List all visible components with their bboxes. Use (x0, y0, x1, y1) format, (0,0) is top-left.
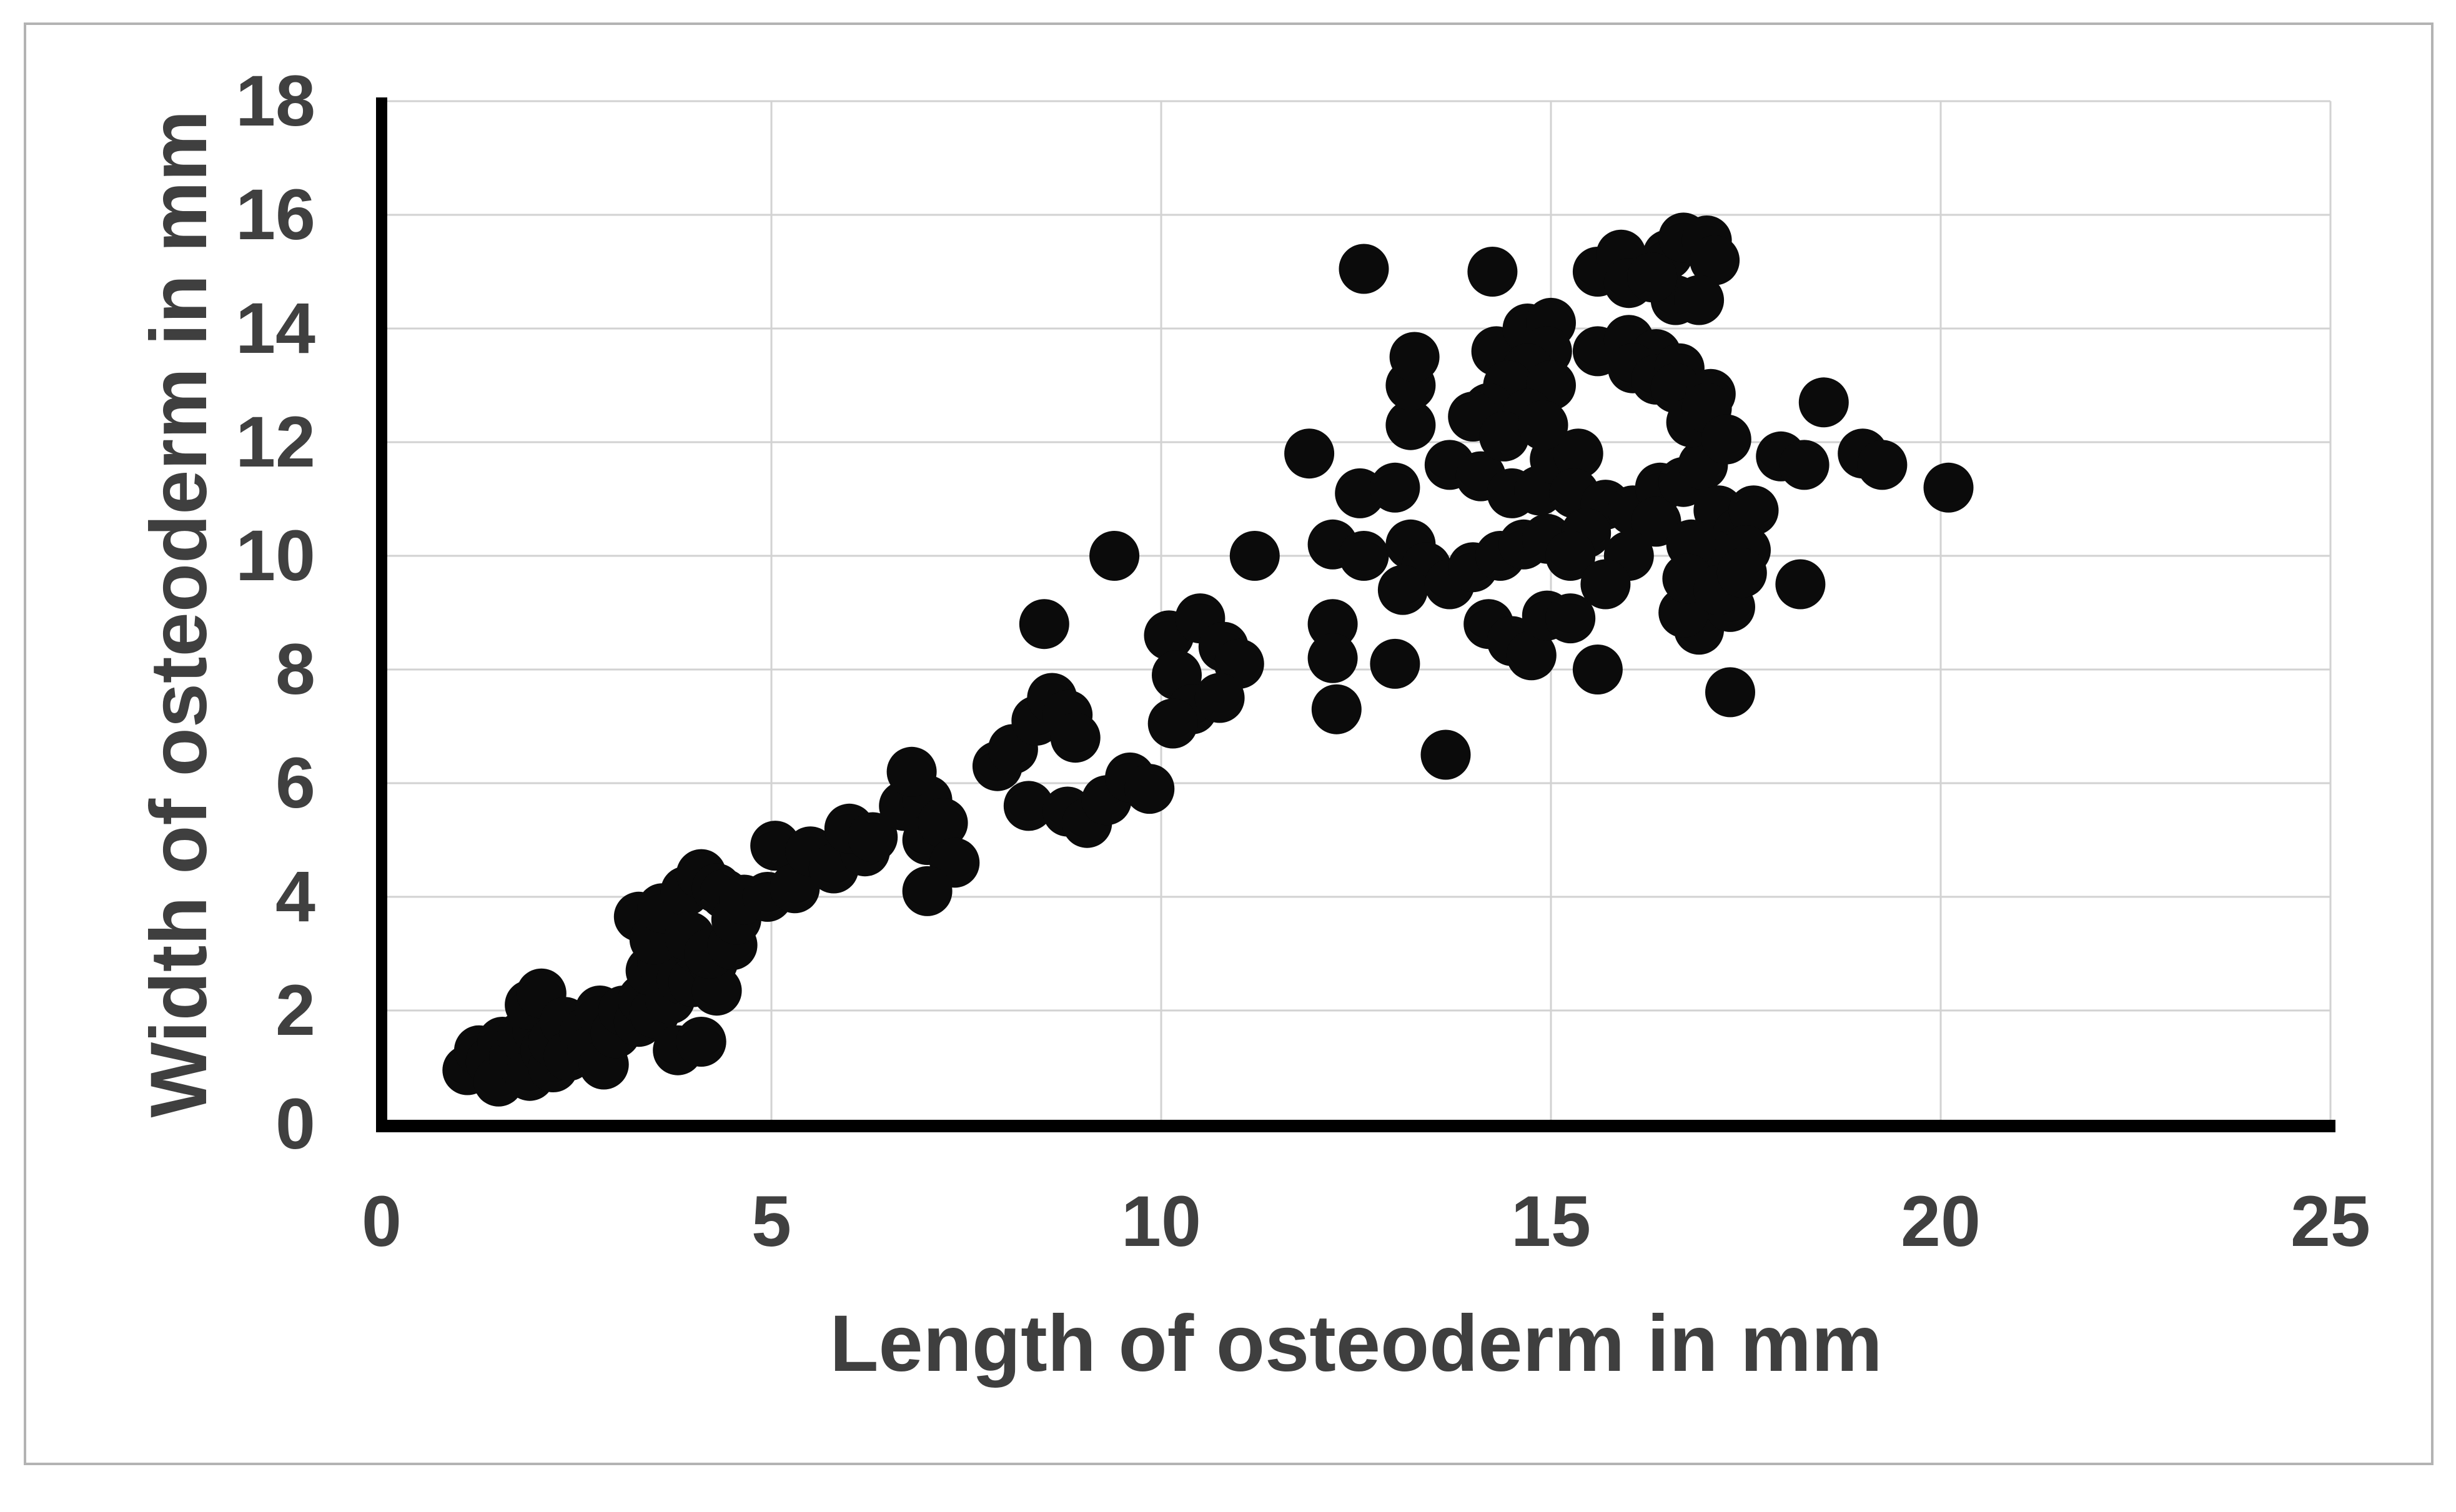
data-point (1003, 781, 1054, 831)
y-tick-label-6: 6 (275, 743, 315, 823)
y-axis-tick-labels: 0 2 4 6 8 10 12 14 16 18 (235, 61, 315, 1164)
data-point (1775, 559, 1826, 610)
data-point (886, 746, 937, 797)
x-tick-label-5: 5 (751, 1182, 791, 1262)
data-point (1339, 244, 1389, 294)
data-point (1420, 729, 1471, 780)
x-axis-title: Length of osteoderm in mm (829, 1299, 1882, 1388)
data-point (1779, 440, 1830, 490)
data-point (1506, 630, 1557, 681)
data-point (1518, 400, 1568, 450)
axis-lines (376, 97, 2335, 1132)
y-axis-title: Width of osteoderm in mm (134, 110, 224, 1117)
y-tick-label-10: 10 (235, 516, 315, 596)
y-tick-label-18: 18 (235, 61, 315, 141)
data-point (1690, 235, 1740, 285)
data-point (1479, 411, 1530, 462)
data-point (848, 812, 898, 862)
data-point (1194, 673, 1245, 723)
data-point (1728, 485, 1779, 536)
data-point (1339, 531, 1389, 581)
data-point (1284, 428, 1335, 479)
data-point (1545, 531, 1596, 581)
data-point (1545, 593, 1596, 644)
figure-border (24, 22, 2434, 1465)
data-point (1627, 252, 1678, 303)
x-tick-label-0: 0 (362, 1182, 402, 1262)
data-point (1370, 638, 1420, 689)
data-point (1229, 531, 1280, 581)
data-point (1705, 667, 1755, 718)
data-point (1307, 633, 1358, 683)
data-point (1701, 414, 1751, 465)
data-point (918, 798, 968, 848)
x-axis-tick-labels: 0 5 10 15 20 25 (362, 1182, 2370, 1262)
data-point (1019, 599, 1069, 650)
y-tick-label-12: 12 (235, 402, 315, 482)
data-point (1716, 548, 1767, 598)
data-point (1377, 565, 1428, 615)
data-point (1553, 428, 1603, 479)
data-point (1580, 559, 1631, 610)
data-point (1674, 275, 1725, 325)
data-point (676, 1017, 726, 1067)
data-point (1385, 400, 1436, 450)
data-point (1370, 462, 1420, 513)
data-point (1389, 332, 1440, 382)
y-tick-label-2: 2 (275, 971, 315, 1050)
y-tick-label-8: 8 (275, 630, 315, 709)
y-tick-label-16: 16 (235, 175, 315, 255)
data-point (1798, 377, 1849, 428)
x-tick-label-25: 25 (2290, 1182, 2370, 1262)
x-tick-label-15: 15 (1511, 1182, 1591, 1262)
data-point (1467, 247, 1518, 297)
y-tick-label-4: 4 (275, 857, 315, 937)
data-point (1050, 713, 1101, 763)
data-point (1857, 440, 1908, 490)
y-tick-label-14: 14 (235, 289, 315, 368)
x-tick-label-20: 20 (1901, 1182, 1981, 1262)
data-point (1923, 462, 1974, 513)
y-tick-label-0: 0 (275, 1084, 315, 1164)
data-points (442, 212, 1974, 1107)
data-point (1572, 645, 1623, 694)
data-point (1124, 764, 1175, 814)
x-tick-label-10: 10 (1121, 1182, 1201, 1262)
data-point (902, 866, 953, 916)
data-point (1089, 531, 1140, 581)
gridlines (382, 100, 2332, 1124)
data-point (1311, 684, 1362, 734)
data-point (1147, 698, 1198, 749)
